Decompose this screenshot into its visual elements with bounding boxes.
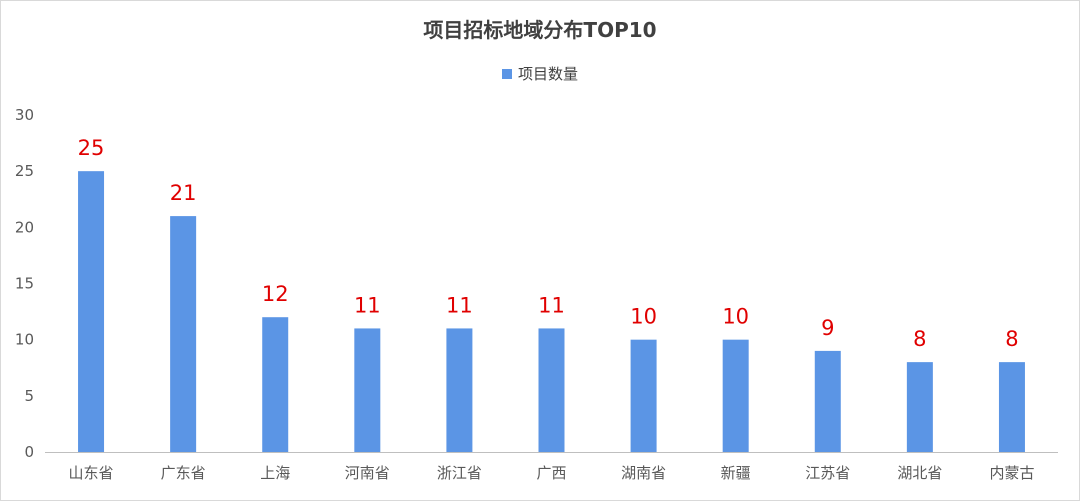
bar	[722, 339, 749, 452]
bar	[998, 362, 1025, 452]
legend-swatch	[501, 68, 512, 79]
bar	[538, 328, 565, 452]
x-tick-label: 河南省	[345, 464, 390, 482]
data-label: 11	[446, 293, 473, 317]
bar	[170, 216, 197, 452]
bar	[814, 350, 841, 452]
data-label: 10	[630, 305, 657, 329]
bar	[630, 339, 657, 452]
x-tick-label: 广西	[536, 464, 566, 482]
bar	[262, 317, 289, 452]
data-label: 10	[722, 305, 749, 329]
y-tick-label: 30	[15, 106, 34, 124]
y-tick-label: 15	[15, 275, 34, 293]
data-label: 25	[78, 136, 105, 160]
y-tick-label: 25	[15, 162, 34, 180]
x-tick-label: 山东省	[69, 464, 114, 482]
x-tick-label: 湖南省	[621, 464, 666, 482]
y-tick-label: 20	[15, 218, 34, 236]
data-label: 8	[913, 327, 926, 351]
chart-title: 项目招标地域分布TOP10	[423, 18, 657, 42]
data-label: 12	[262, 282, 289, 306]
bar	[446, 328, 473, 452]
bar	[78, 171, 105, 452]
y-tick-label: 5	[24, 387, 34, 405]
x-tick-label: 广东省	[161, 464, 206, 482]
x-tick-label: 新疆	[721, 464, 751, 482]
legend-label: 项目数量	[517, 65, 578, 83]
x-tick-label: 内蒙古	[989, 464, 1034, 482]
x-tick-label: 江苏省	[805, 464, 850, 482]
chart-legend: 项目数量	[0, 63, 1080, 84]
data-label: 9	[821, 316, 834, 340]
data-label: 11	[538, 293, 565, 317]
data-label: 11	[354, 293, 381, 317]
data-label: 21	[170, 181, 197, 205]
y-tick-label: 10	[15, 331, 34, 349]
y-tick-label: 0	[24, 443, 34, 461]
bar	[906, 362, 933, 452]
x-tick-label: 浙江省	[437, 464, 482, 482]
x-tick-label: 湖北省	[897, 464, 942, 482]
bar	[354, 328, 381, 452]
x-tick-label: 上海	[260, 464, 290, 482]
data-label: 8	[1005, 327, 1018, 351]
